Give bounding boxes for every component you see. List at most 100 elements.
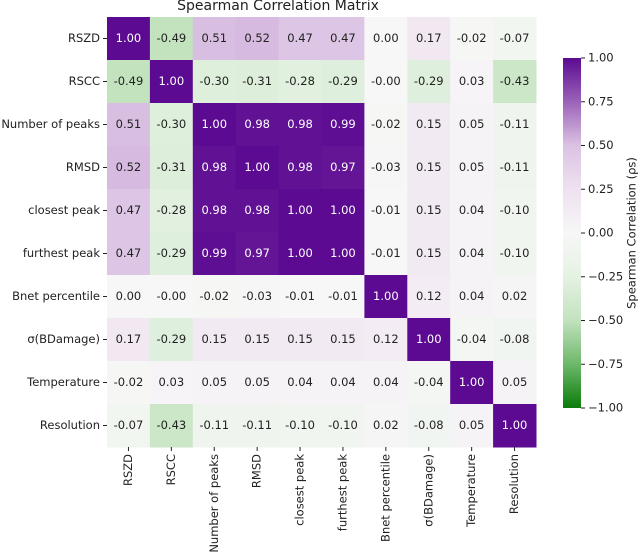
cell-label: -0.43 (156, 418, 186, 432)
heatmap-cell (192, 275, 237, 319)
cell-label: 1.00 (330, 203, 356, 217)
cell-label: -0.29 (328, 74, 358, 88)
cell-label: -0.01 (371, 246, 401, 260)
cell-label: 1.00 (201, 117, 227, 131)
heatmap-cell (149, 189, 194, 233)
cell-label: 0.04 (330, 375, 356, 389)
cell-label: -0.49 (114, 74, 144, 88)
cell-label: 0.47 (116, 203, 142, 217)
heatmap-cell (321, 275, 365, 319)
heatmap-cell (321, 318, 365, 362)
cell-label: -0.10 (285, 418, 315, 432)
heatmap-cell (149, 361, 194, 405)
heatmap-cell (364, 189, 408, 233)
heatmap-cell (107, 103, 151, 147)
heatmap-cell (278, 103, 322, 147)
heatmap-cell (149, 404, 194, 448)
cell-label: -0.01 (371, 203, 401, 217)
heatmap-cell (493, 17, 537, 61)
colorbar-tick-label: 1.00 (588, 51, 614, 65)
cell-label: -0.31 (156, 160, 186, 174)
heatmap-cell (450, 404, 494, 448)
cell-label: 0.15 (201, 332, 227, 346)
y-tick-label: Temperature (26, 375, 100, 389)
cell-label: 0.52 (116, 160, 142, 174)
heatmap-cell (192, 103, 237, 147)
heatmap-cell (278, 189, 322, 233)
cell-label: 0.47 (287, 31, 313, 45)
heatmap-cell (364, 404, 408, 448)
heatmap-cell (450, 103, 494, 147)
heatmap-cell (107, 17, 151, 61)
cell-label: 1.00 (330, 246, 356, 260)
heatmap-cell (192, 146, 237, 190)
heatmap-cell (192, 60, 237, 104)
heatmap-cell (192, 17, 237, 61)
heatmap-cell (407, 60, 451, 104)
heatmap-cell (321, 60, 365, 104)
heatmap-cell (493, 103, 537, 147)
heatmap-cell (450, 146, 494, 190)
cell-label: -0.30 (156, 117, 186, 131)
cell-label: -0.29 (156, 246, 186, 260)
heatmap-cell (107, 361, 151, 405)
cell-label: 0.00 (373, 31, 399, 45)
cell-label: 0.04 (373, 375, 399, 389)
cell-label: -0.11 (500, 160, 530, 174)
cell-label: -0.11 (242, 418, 272, 432)
heatmap-cell (450, 275, 494, 319)
heatmap-cell (321, 232, 365, 276)
cell-label: 0.15 (287, 332, 313, 346)
cell-label: 0.05 (502, 375, 528, 389)
heatmap-cell (407, 17, 451, 61)
heatmap-cell (493, 60, 537, 104)
y-tick-label: RSZD (68, 31, 100, 45)
heatmap-cell (450, 361, 494, 405)
heatmap-cell (364, 361, 408, 405)
cell-label: 0.98 (201, 160, 227, 174)
cell-label: 0.15 (416, 160, 442, 174)
cell-label: 1.00 (373, 289, 399, 303)
heatmap-cell (235, 275, 280, 319)
cell-label: -0.29 (414, 74, 444, 88)
cell-label: -0.02 (371, 117, 401, 131)
cell-label: 0.98 (244, 203, 270, 217)
heatmap-cell (364, 275, 408, 319)
heatmap-cell (278, 60, 322, 104)
cell-label: 0.47 (330, 31, 356, 45)
cell-label: 0.04 (459, 203, 485, 217)
cell-label: 0.03 (159, 375, 185, 389)
cell-label: 0.05 (459, 160, 485, 174)
heatmap-cell (235, 404, 280, 448)
cell-label: -0.49 (156, 31, 186, 45)
colorbar-label: Spearman Correlation (ρs) (625, 157, 639, 309)
heatmap-cell (364, 318, 408, 362)
heatmap-cell (149, 232, 194, 276)
y-tick-label: Number of peaks (1, 117, 100, 131)
y-tick-label: Bnet percentile (12, 289, 100, 303)
cell-label: 0.51 (201, 31, 227, 45)
cell-label: -0.28 (285, 74, 315, 88)
cell-label: -0.10 (328, 418, 358, 432)
heatmap-cell (235, 146, 280, 190)
cell-label: 1.00 (459, 375, 485, 389)
heatmap-cell (192, 232, 237, 276)
heatmap-cell (493, 404, 537, 448)
cell-label: -0.10 (500, 203, 530, 217)
heatmap-cell (149, 103, 194, 147)
colorbar-tick-label: 0.25 (588, 182, 614, 196)
colorbar (563, 58, 581, 408)
cell-label: 1.00 (244, 160, 270, 174)
y-tick-label: Resolution (40, 418, 100, 432)
cell-label: 0.02 (502, 289, 528, 303)
heatmap-cell (107, 232, 151, 276)
heatmap-cell (235, 17, 280, 61)
cell-label: 0.15 (416, 203, 442, 217)
heatmap-cell (407, 146, 451, 190)
cell-label: -0.31 (242, 74, 272, 88)
heatmap-cell (364, 232, 408, 276)
x-tick-label: Bnet percentile (378, 454, 392, 542)
colorbar-tick-label: −1.00 (588, 401, 623, 415)
heatmap-cell (107, 146, 151, 190)
cell-label: -0.04 (414, 375, 444, 389)
